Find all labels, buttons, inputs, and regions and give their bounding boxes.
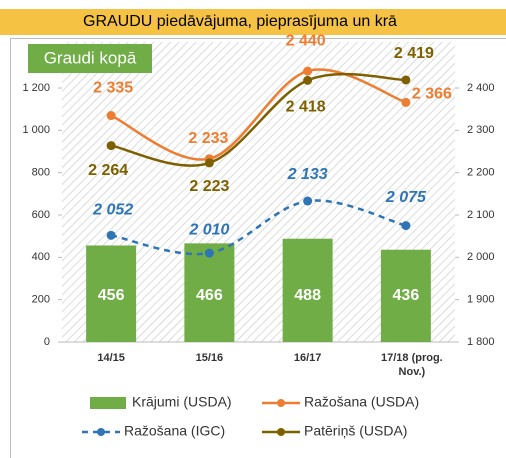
line bbox=[110, 72, 406, 167]
legend-label: Patēriņš (USDA) bbox=[304, 423, 407, 439]
legend-marker bbox=[97, 428, 105, 436]
marker bbox=[106, 141, 116, 151]
marker bbox=[303, 196, 313, 206]
banner bbox=[0, 9, 506, 35]
y2-tick-label: 1 800 bbox=[467, 336, 495, 348]
legend-label: Ražošana (IGC) bbox=[124, 423, 225, 439]
marker bbox=[401, 221, 411, 231]
x-tick-label: 16/17 bbox=[294, 352, 322, 364]
value-label: 2 419 bbox=[394, 45, 434, 62]
x-tick-label: 14/15 bbox=[97, 352, 125, 364]
marker bbox=[401, 75, 411, 85]
title-box bbox=[28, 44, 152, 73]
legend-marker bbox=[277, 428, 285, 436]
marker bbox=[401, 97, 411, 107]
marker bbox=[106, 230, 116, 240]
bar bbox=[380, 249, 431, 342]
y-tick-label: 200 bbox=[32, 294, 50, 306]
bar bbox=[282, 238, 333, 342]
marker bbox=[204, 248, 214, 258]
y-tick-label: 0 bbox=[44, 336, 50, 348]
chart-title: Graudi kopā bbox=[44, 48, 137, 67]
y-tick-label: 800 bbox=[32, 167, 50, 179]
legend-marker bbox=[277, 399, 285, 407]
y2-tick-label: 1 900 bbox=[467, 294, 495, 306]
y2-tick-label: 2 300 bbox=[467, 124, 495, 136]
value-label: 2 075 bbox=[385, 189, 427, 206]
y-tick-label: 1 200 bbox=[22, 82, 50, 94]
marker bbox=[204, 158, 214, 168]
value-label: 2 133 bbox=[287, 166, 328, 183]
y2-tick-label: 2 100 bbox=[467, 209, 495, 221]
y-tick-label: 600 bbox=[32, 209, 50, 221]
value-label: 2 440 bbox=[286, 32, 326, 49]
bar bbox=[86, 245, 137, 342]
marker bbox=[303, 66, 313, 76]
y2-tick-label: 2 000 bbox=[467, 251, 495, 263]
bar bbox=[184, 243, 235, 342]
legend-label: Ražošana (USDA) bbox=[304, 394, 419, 410]
value-label: 2 366 bbox=[412, 86, 452, 103]
marker bbox=[303, 75, 313, 85]
banner-title: GRAUDU piedāvājuma, pieprasījuma un krā bbox=[83, 13, 397, 30]
value-label: 2 052 bbox=[92, 202, 133, 219]
marker bbox=[106, 111, 116, 121]
chart-frame bbox=[10, 38, 506, 458]
y-tick-label: 1 000 bbox=[22, 124, 50, 136]
value-label: 2 335 bbox=[93, 80, 133, 97]
legend-swatch bbox=[90, 397, 126, 409]
bar-value-label: 436 bbox=[393, 287, 420, 304]
x-tick-label: 17/18 (prog. Nov.) bbox=[381, 352, 443, 378]
legend-label: Krājumi (USDA) bbox=[132, 394, 232, 410]
value-label: 2 418 bbox=[286, 99, 326, 116]
y-tick-label: 400 bbox=[32, 251, 50, 263]
line bbox=[110, 199, 407, 256]
x-tick-label: 15/16 bbox=[196, 352, 224, 364]
value-label: 2 223 bbox=[189, 178, 229, 195]
value-label: 2 264 bbox=[88, 162, 128, 179]
bar-value-label: 488 bbox=[294, 287, 321, 304]
y2-tick-label: 2 200 bbox=[467, 167, 495, 179]
bar-value-label: 456 bbox=[98, 287, 125, 304]
bar-value-label: 466 bbox=[196, 287, 223, 304]
line bbox=[110, 68, 407, 161]
y2-tick-label: 2 400 bbox=[467, 82, 495, 94]
value-label: 2 233 bbox=[188, 130, 228, 147]
value-label: 2 010 bbox=[188, 221, 229, 238]
